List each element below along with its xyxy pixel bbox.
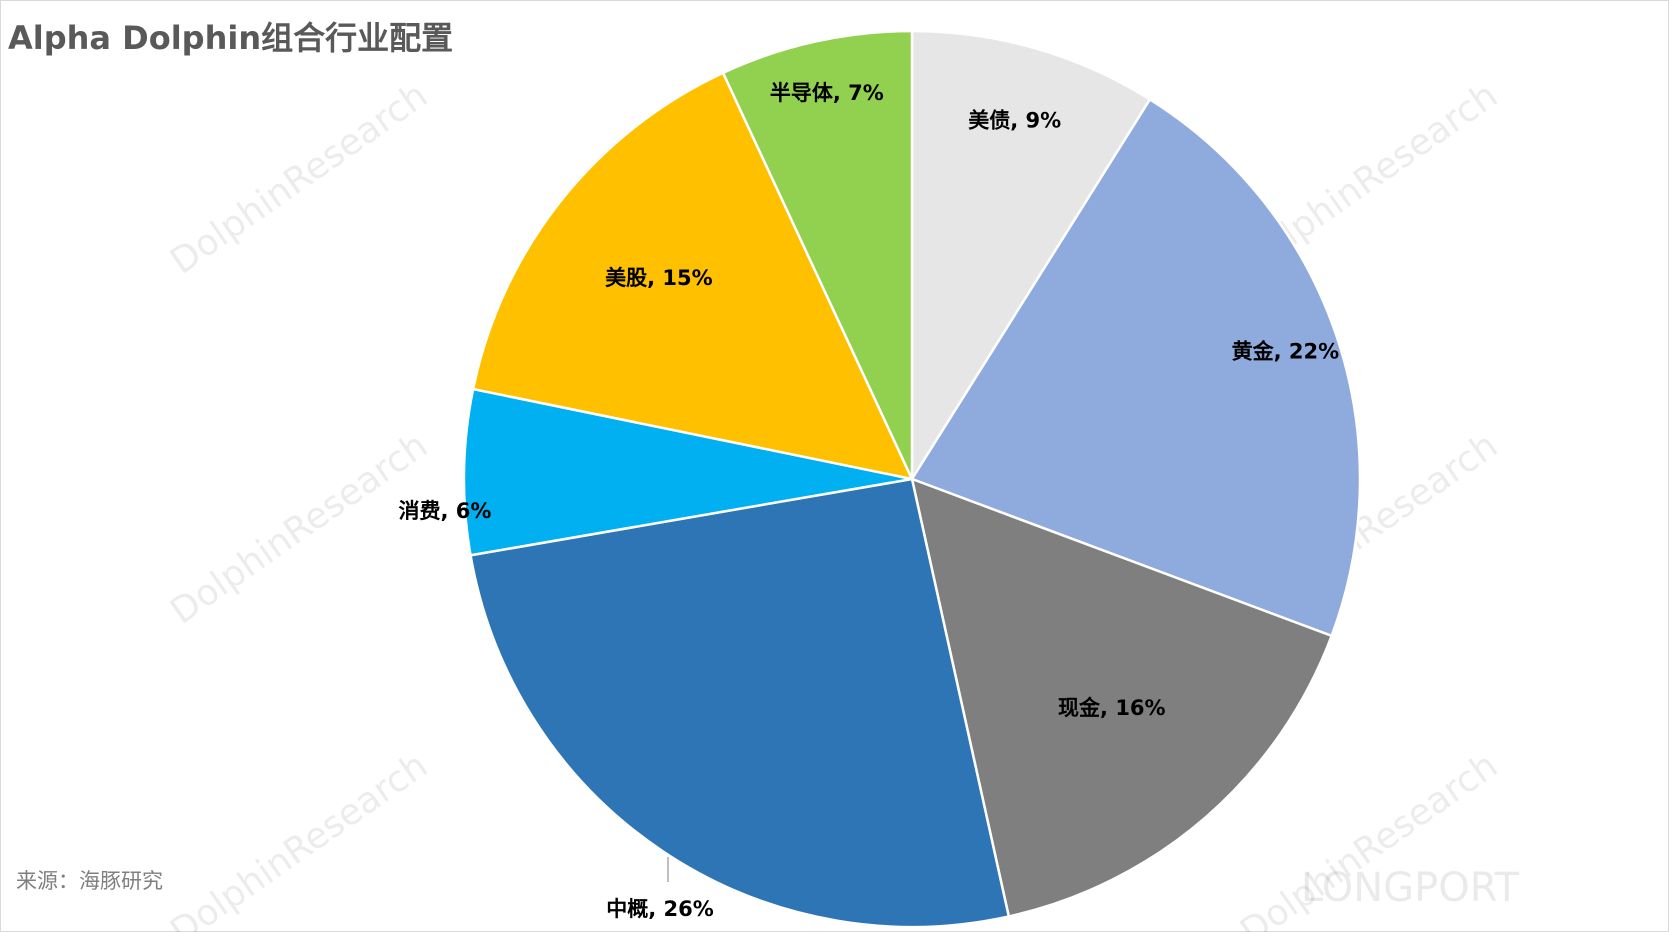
pie-slice: [471, 71, 915, 481]
pie: 美债, 9% 黄金, 22% 现金, 16% 中概, 26% 消费, 6% 美股, 15%…: [399, 29, 1362, 929]
pie-slice: [721, 29, 914, 480]
pie-slice: [469, 477, 1011, 929]
data-label: 黄金, 22%: [1232, 340, 1340, 364]
source: 来源：海豚研究: [16, 869, 163, 893]
data-label: 美股, 15%: [605, 266, 713, 290]
logo: LONGPORT: [1301, 865, 1520, 911]
data-label: 半导体, 7%: [770, 81, 884, 105]
data-label: 中概, 26%: [606, 897, 714, 921]
pie-slice: [910, 29, 1152, 484]
data-label: 消费, 6%: [399, 499, 492, 523]
data-label: 美债, 9%: [968, 109, 1061, 133]
pie-slice: [910, 477, 1334, 918]
chart-title: Alpha Dolphin组合行业配置: [8, 19, 453, 57]
pie-slice: [910, 97, 1362, 638]
pie-slice: [462, 387, 913, 557]
data-label: 现金, 16%: [1058, 696, 1166, 720]
